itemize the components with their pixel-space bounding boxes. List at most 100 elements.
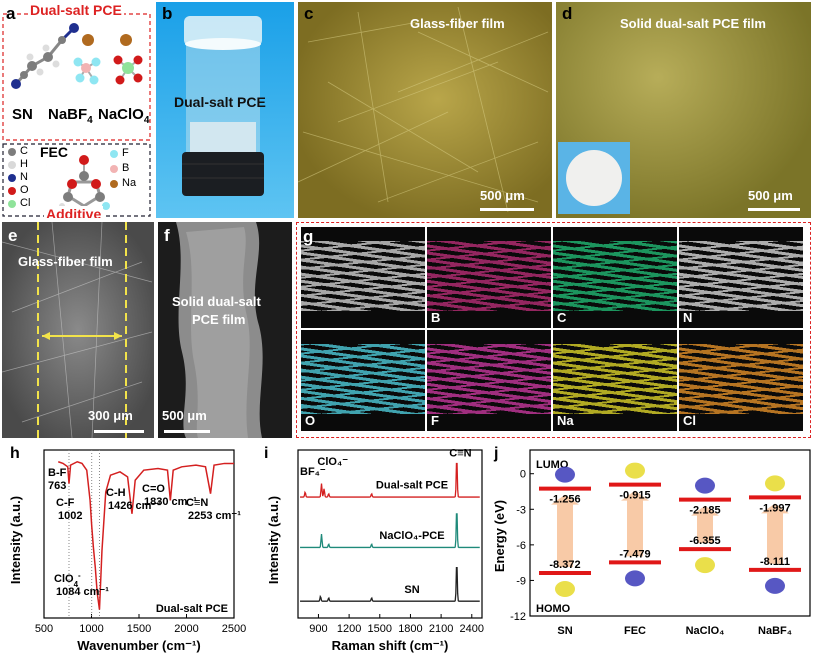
energy-y-label: Energy (eV)	[492, 500, 507, 572]
ftir-annotation: C-H	[106, 487, 126, 499]
homo-value: -8.372	[549, 559, 580, 571]
homo-value: -8.111	[760, 556, 790, 568]
eds-map-Cl: Cl	[679, 330, 803, 431]
ftir-annotation-value: 2253 cm⁻¹	[188, 510, 241, 522]
eds-map-B: B	[427, 227, 551, 328]
ftir-annotation: B-F	[48, 467, 67, 479]
panel-a: a Dual-salt PCE SN NaBF4 NaClO4 C H N O …	[2, 2, 152, 218]
panel-g-label: g	[303, 227, 314, 246]
fec-label: FEC	[40, 144, 68, 160]
glass-fiber-sem	[2, 222, 153, 438]
panel-h-label: h	[10, 445, 20, 462]
eds-map-N: N	[679, 227, 803, 328]
molecule-label-naclo4: NaClO4	[98, 106, 150, 126]
raman-x-tick-label: 2400	[460, 623, 484, 635]
element-legend-left	[8, 148, 16, 208]
raman-series-label: NaClO₄-PCE	[379, 530, 444, 542]
raman-series-label: Dual-salt PCE	[376, 480, 448, 492]
sn-molecule-icon	[11, 23, 79, 89]
energy-y-tick-label: -6	[516, 540, 526, 552]
ftir-annotation: C=O	[142, 483, 165, 495]
scale-bar-e	[94, 430, 144, 433]
ftir-annotation: C-F	[56, 497, 75, 509]
eds-map-label-F: F	[431, 413, 439, 428]
panel-g: B C N O F Na Cl g	[296, 222, 811, 438]
panel-h: h Intensity (a.u.) Wavenumber (cm⁻¹) Dua…	[0, 440, 262, 655]
energy-category-label: NaBF₄	[758, 625, 792, 637]
eds-map-grid: B C N O F Na Cl	[301, 227, 806, 433]
eds-map-label-Cl: Cl	[683, 413, 696, 428]
pce-film-sem	[176, 222, 263, 438]
energy-category-label: FEC	[624, 625, 646, 637]
raman-annotation-clo4: ClO₄⁻	[317, 456, 348, 468]
raman-x-tick-label: 1200	[337, 623, 361, 635]
lumo-orbital-icon	[695, 477, 715, 494]
energy-gap-arrow	[761, 503, 789, 564]
energy-y-tick-label: -12	[510, 611, 526, 623]
panel-d: d Solid dual-salt PCE film 500 μm	[556, 2, 811, 218]
ftir-series-line	[57, 460, 234, 610]
eds-map-label-Na: Na	[557, 413, 574, 428]
ftir-annotation-value: 1002	[58, 510, 82, 522]
panel-e: e Glass-fiber film 300 μm	[2, 222, 154, 438]
ftir-x-tick-label: 2000	[174, 623, 198, 635]
lumo-orbital-icon	[765, 475, 785, 492]
raman-series-label: SN	[404, 584, 419, 596]
scale-label-f: 500 μm	[162, 408, 207, 423]
scale-label-c: 500 μm	[480, 188, 525, 203]
raman-series-line	[300, 462, 480, 498]
ftir-chart: h Intensity (a.u.) Wavenumber (cm⁻¹) Dua…	[8, 445, 246, 653]
pce-film-photo-inset	[558, 142, 630, 214]
naclo4-molecule-icon	[113, 34, 143, 85]
eds-map-C: C	[553, 227, 677, 328]
ftir-x-tick-label: 2500	[222, 623, 246, 635]
panel-b-label: b	[162, 4, 173, 23]
panel-e-label: e	[8, 226, 18, 245]
glass-fiber-micrograph	[298, 6, 549, 213]
lumo-value: -0.915	[619, 490, 650, 502]
legend-f: F	[122, 147, 129, 159]
raman-series-line	[300, 566, 480, 602]
eds-map-label-O: O	[305, 413, 316, 428]
homo-label: HOMO	[536, 603, 571, 615]
lumo-value: -1.997	[759, 502, 790, 514]
lumo-orbital-icon	[625, 462, 645, 479]
eds-map-label-B: B	[431, 310, 441, 325]
panel-i-label: i	[264, 445, 268, 462]
raman-y-label: Intensity (a.u.)	[266, 496, 281, 584]
pce-sem-caption-1: Solid dual-salt	[172, 294, 261, 309]
energy-y-tick-label: 0	[520, 469, 526, 481]
legend-n: N	[20, 171, 28, 183]
panel-c-label: c	[304, 4, 314, 23]
homo-orbital-icon	[625, 570, 645, 587]
panel-i: i Intensity (a.u.) Raman shift (cm⁻¹) 90…	[262, 440, 490, 655]
raman-x-label: Raman shift (cm⁻¹)	[332, 638, 449, 653]
raman-x-tick-label: 900	[309, 623, 327, 635]
raman-x-tick-label: 1800	[398, 623, 422, 635]
energy-gap-arrow	[691, 505, 719, 544]
ftir-x-tick-label: 1500	[127, 623, 151, 635]
raman-chart: i Intensity (a.u.) Raman shift (cm⁻¹) 90…	[264, 445, 484, 653]
raman-x-tick-label: 2100	[429, 623, 453, 635]
eds-map-O: O	[301, 330, 425, 431]
vial-icon	[182, 16, 264, 196]
panel-a-label: a	[6, 4, 16, 23]
ftir-annotation-value: 1426 cm⁻¹	[108, 500, 161, 512]
raman-series-line	[300, 513, 480, 549]
raman-annotation-cn: C≡N	[449, 447, 471, 459]
homo-orbital-icon	[765, 577, 785, 594]
ftir-legend: Dual-salt PCE	[156, 603, 228, 615]
eds-map-Na: Na	[553, 330, 677, 431]
additive-box	[2, 143, 151, 217]
energy-category-label: NaClO₄	[686, 625, 725, 637]
homo-orbital-icon	[695, 557, 715, 574]
eds-map-label-N: N	[683, 310, 693, 325]
homo-value: -6.355	[689, 535, 720, 547]
lumo-value: -2.185	[689, 505, 720, 517]
nabf4-molecule-icon	[73, 34, 101, 85]
homo-orbital-icon	[555, 580, 575, 597]
glass-fiber-caption: Glass-fiber film	[410, 16, 505, 31]
legend-c: C	[20, 145, 28, 157]
ftir-x-tick-label: 500	[35, 623, 53, 635]
energy-level-chart: j Energy (eV) LUMO HOMO 0-3-6-9-12 -1.25…	[492, 445, 811, 637]
